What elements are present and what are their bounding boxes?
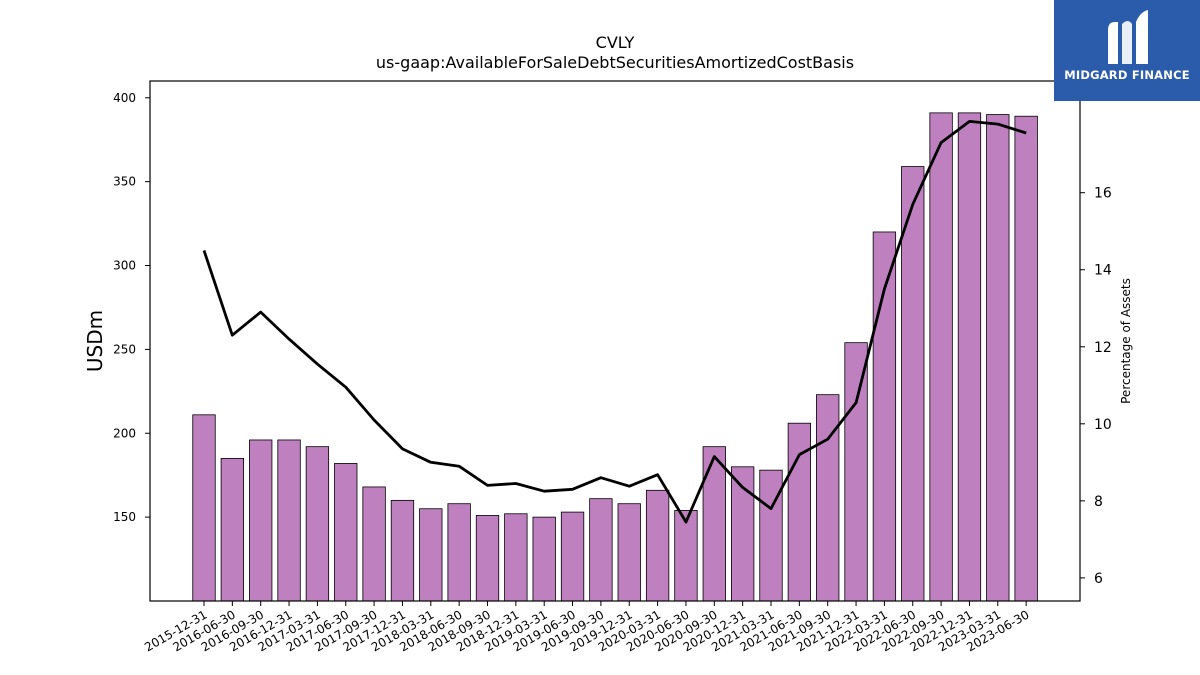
y-axis-right: 6 8 10 12 14 16 — [1080, 186, 1112, 587]
y2-tick-label: 6 — [1094, 571, 1103, 587]
bar-2022-12-31 — [957, 112, 982, 602]
bar-2017-03-31 — [305, 446, 330, 602]
bar-2016-06-30 — [220, 458, 245, 602]
bar-2020-03-31 — [645, 489, 670, 602]
bar-2021-03-31 — [759, 469, 783, 602]
bar-2016-09-30 — [249, 439, 273, 602]
midgard-m-logo-icon — [1108, 10, 1148, 64]
bar-2020-06-30 — [674, 510, 698, 602]
percentage-of-assets-line — [202, 120, 1027, 524]
y-tick-label: 150 — [113, 510, 136, 524]
bar-2023-06-30 — [1014, 115, 1038, 602]
brand-logo: MIDGARD FINANCE — [1054, 0, 1200, 101]
chart-subtitle: us-gaap:AvailableForSaleDebtSecuritiesAm… — [375, 53, 855, 72]
y2-axis-label: Percentage of Assets — [1119, 278, 1133, 404]
bar-2022-09-30 — [929, 112, 953, 602]
plot-frame — [149, 80, 1081, 602]
y2-tick-label: 14 — [1094, 263, 1112, 279]
line-series — [202, 120, 1027, 524]
y2-tick-label: 12 — [1094, 340, 1112, 356]
bar-2017-12-31 — [390, 499, 415, 602]
brand-name: MIDGARD FINANCE — [1064, 68, 1190, 82]
bar-2018-03-31 — [419, 508, 443, 602]
bar-2023-03-31 — [986, 114, 1010, 602]
y-axis-label: USDm — [83, 310, 107, 372]
y-tick-label: 250 — [113, 342, 136, 356]
bar-2019-03-31 — [532, 516, 556, 602]
y-axis-left: 150 200 250 300 350 400 — [113, 91, 150, 524]
bar-2021-09-30 — [816, 394, 840, 602]
y-tick-label: 350 — [113, 175, 136, 189]
bar-series — [192, 112, 1038, 602]
bar-2019-06-30 — [560, 511, 585, 602]
bar-2015-12-31 — [192, 414, 216, 602]
y2-tick-label: 10 — [1094, 417, 1112, 433]
x-axis: 2015-12-312016-06-302016-09-302016-12-31… — [142, 601, 1032, 654]
bar-2018-06-30 — [447, 503, 471, 602]
bar-2017-06-30 — [334, 463, 358, 602]
y2-tick-label: 8 — [1094, 494, 1103, 510]
bar-2017-09-30 — [362, 486, 386, 602]
bar-2016-12-31 — [277, 439, 301, 602]
y-tick-label: 200 — [113, 426, 136, 440]
bar-2018-09-30 — [475, 515, 500, 602]
y2-tick-label: 16 — [1094, 186, 1112, 202]
y-tick-label: 400 — [113, 91, 136, 105]
bar-2019-12-31 — [617, 503, 641, 602]
chart-title: CVLY — [595, 33, 635, 52]
bar-2019-09-30 — [589, 498, 613, 602]
bar-2020-09-30 — [702, 446, 726, 602]
y-tick-label: 300 — [113, 259, 136, 273]
bar-2018-12-31 — [504, 513, 528, 602]
bar-2021-12-31 — [844, 342, 868, 602]
